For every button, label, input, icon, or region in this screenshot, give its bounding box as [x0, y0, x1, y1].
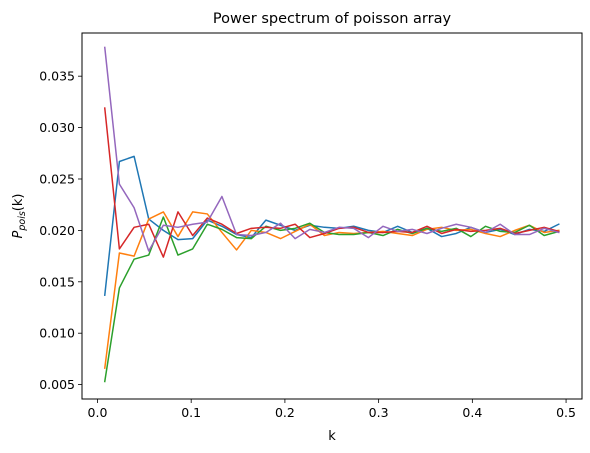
- series-line-3: [103, 216, 560, 383]
- y-tick-label: 0.030: [39, 120, 75, 135]
- y-axis-label: Ppois(k): [11, 194, 28, 239]
- y-tick-label: 0.005: [39, 377, 75, 392]
- y-tick-label: 0.035: [39, 69, 75, 84]
- x-tick-label: 0.4: [462, 405, 482, 420]
- y-tick-label: 0.015: [39, 274, 75, 289]
- x-tick-label: 0.1: [181, 405, 201, 420]
- plot-area: [103, 46, 560, 383]
- axis-ticks: 0.0 0.1 0.2 0.3 0.4 0.5 0.005 0.010 0.015 0.020 0.…: [39, 69, 576, 420]
- x-tick-label: 0.0: [88, 405, 108, 420]
- y-axis-label-tail: (k): [11, 194, 26, 212]
- x-tick-label: 0.2: [275, 405, 295, 420]
- x-axis-label: k: [328, 429, 336, 444]
- y-tick-label: 0.025: [39, 171, 75, 186]
- y-axis-label-main: P: [11, 230, 26, 238]
- chart-title: Power spectrum of poisson array: [213, 11, 452, 27]
- series-line-5: [103, 46, 560, 252]
- series-line-4: [103, 107, 560, 258]
- y-axis-label-subscript: pois: [17, 211, 28, 231]
- y-tick-label: 0.020: [39, 223, 75, 238]
- y-tick-label: 0.010: [39, 326, 75, 341]
- x-tick-label: 0.3: [369, 405, 389, 420]
- x-tick-label: 0.5: [556, 405, 576, 420]
- axes-frame: [81, 32, 583, 400]
